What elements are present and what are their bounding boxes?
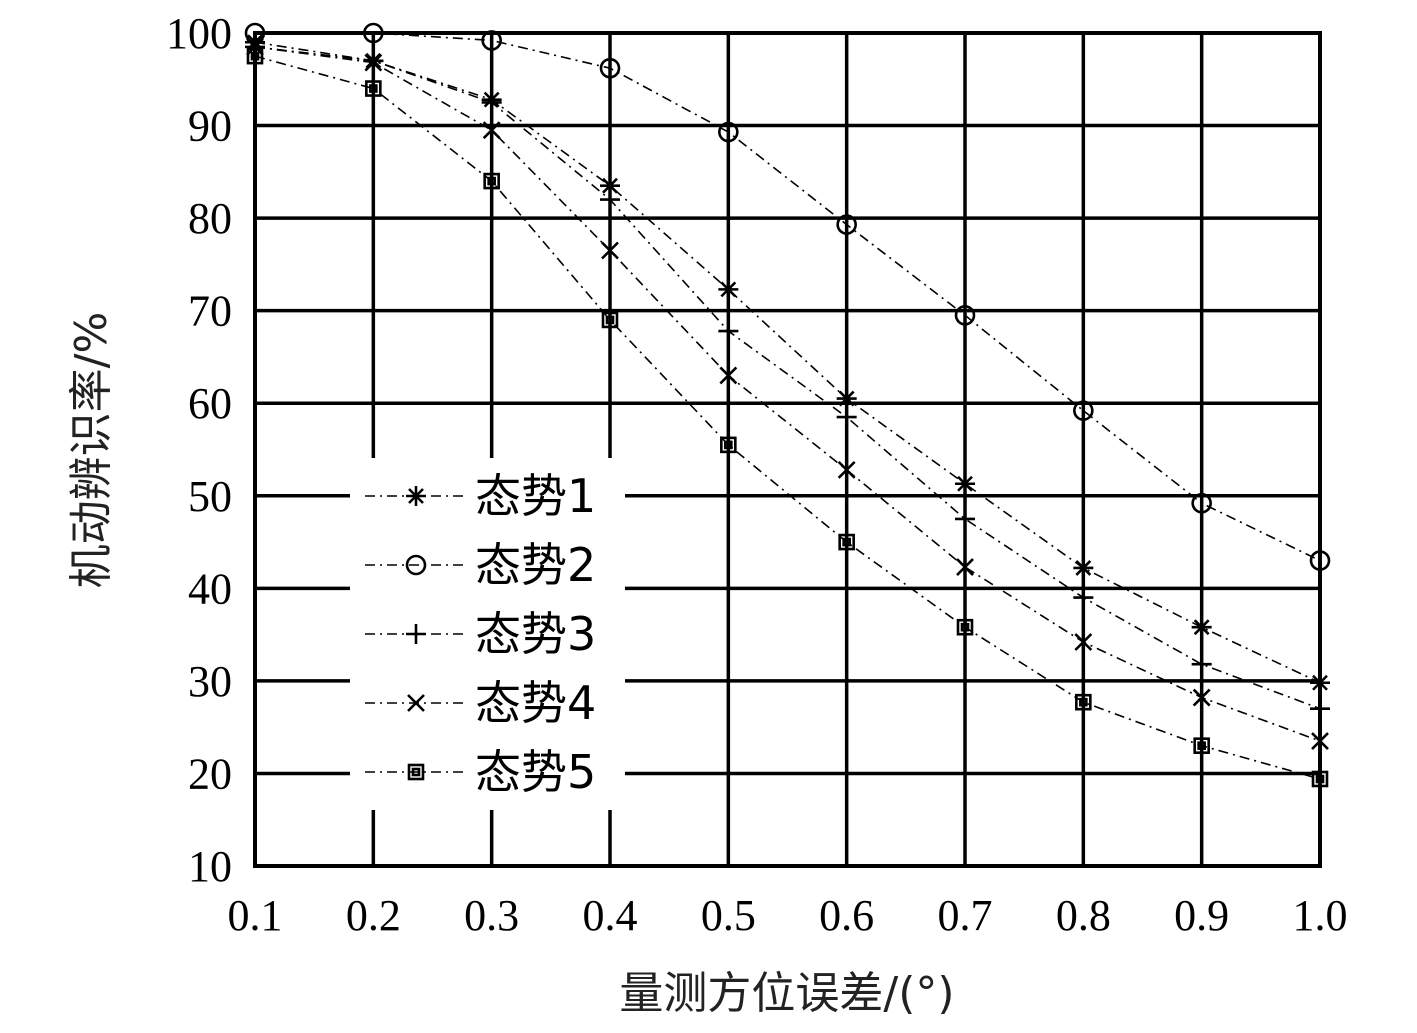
legend-marker — [407, 694, 425, 712]
series-lines — [254, 32, 1321, 780]
point-series5-0.7 — [956, 618, 974, 636]
legend: 态势1 态势2 态势3 态势4 态势5 — [365, 469, 596, 799]
point-series3-0.8 — [1073, 587, 1094, 608]
point-series1-1 — [1310, 672, 1330, 693]
x-tick-label-0.3: 0.3 — [464, 891, 519, 940]
point-series4-0.1 — [246, 37, 264, 56]
point-series2-0.6 — [836, 214, 857, 235]
point-series4-0.9 — [1192, 688, 1211, 707]
y-tick-label-20: 20 — [188, 749, 232, 798]
point-series1-0.5 — [718, 279, 739, 300]
point-series3-0.4 — [600, 189, 620, 210]
point-series2-1 — [1309, 550, 1331, 571]
legend-label: 态势1 — [475, 469, 596, 523]
point-series1-0.4 — [600, 175, 620, 196]
y-axis-title: 机动辨识率/% — [66, 312, 117, 589]
legend-entry-5: 态势5 — [365, 745, 596, 799]
y-tick-label-10: 10 — [188, 842, 232, 891]
series-line-4 — [254, 46, 1321, 742]
point-series3-1 — [1310, 698, 1330, 719]
y-tick-label-100: 100 — [166, 9, 232, 58]
x-tick-label-0.2: 0.2 — [346, 891, 401, 940]
y-tick-label-50: 50 — [188, 472, 232, 521]
legend-marker — [406, 624, 426, 644]
legend-entry-1: 态势1 — [365, 469, 596, 523]
point-series5-0.5 — [720, 436, 737, 454]
x-axis-title: 量测方位误差/(°) — [619, 968, 954, 1019]
point-series5-0.9 — [1193, 737, 1210, 754]
y-tick-label-30: 30 — [188, 657, 232, 706]
point-series2-0.5 — [718, 121, 739, 143]
point-series2-0.4 — [599, 57, 621, 79]
point-series2-0.8 — [1073, 400, 1094, 421]
y-tick-label-40: 40 — [188, 564, 232, 613]
point-series5-0.1 — [246, 47, 264, 65]
point-series2-0.9 — [1191, 492, 1212, 514]
point-series1-0.8 — [1073, 557, 1094, 578]
tick-labels: 0.1 0.2 0.3 0.4 0.5 0.6 0.7 0.8 0.9 1.0 10 20 30 40 50… — [166, 9, 1348, 940]
x-tick-label-0.8: 0.8 — [1056, 891, 1111, 940]
y-tick-label-70: 70 — [188, 287, 232, 336]
x-tick-label-0.9: 0.9 — [1174, 891, 1229, 940]
point-series4-0.4 — [601, 241, 619, 260]
point-series5-0.8 — [1075, 693, 1092, 711]
point-series5-0.3 — [483, 172, 500, 190]
series-line-1 — [254, 41, 1321, 684]
series-line-3 — [254, 46, 1321, 710]
y-tick-label-80: 80 — [188, 194, 232, 243]
point-series3-0.9 — [1191, 654, 1212, 675]
point-series3-0.2 — [363, 50, 384, 71]
point-series1-0.6 — [836, 388, 857, 409]
point-series5-1 — [1311, 770, 1329, 788]
x-tick-label-0.7: 0.7 — [938, 891, 993, 940]
legend-marker — [406, 486, 426, 506]
series-line-2 — [255, 32, 1321, 562]
legend-label: 态势4 — [475, 676, 596, 730]
x-tick-label-1.0: 1.0 — [1293, 891, 1348, 940]
point-series4-1 — [1311, 732, 1329, 750]
point-series5-0.4 — [601, 311, 619, 329]
x-tick-label-0.5: 0.5 — [701, 891, 756, 940]
point-series3-0.6 — [836, 407, 857, 428]
legend-entry-2: 态势2 — [365, 538, 596, 592]
point-series4-0.6 — [837, 460, 856, 479]
data-markers — [244, 22, 1331, 788]
x-tick-label-0.6: 0.6 — [819, 891, 874, 940]
point-series3-0.5 — [718, 321, 739, 342]
point-series4-0.7 — [956, 558, 974, 576]
point-series3-0.7 — [955, 508, 975, 529]
legend-entry-3: 态势3 — [365, 607, 596, 661]
series-line-5 — [254, 55, 1321, 780]
plot-frame — [253, 31, 1322, 868]
x-tick-label-0.1: 0.1 — [228, 891, 283, 940]
legend-marker — [407, 763, 425, 781]
point-series4-0.3 — [482, 121, 501, 140]
y-tick-label-90: 90 — [188, 102, 232, 151]
y-tick-label-60: 60 — [188, 379, 232, 428]
point-series5-0.2 — [365, 80, 382, 97]
point-series2-0.7 — [954, 304, 976, 326]
point-series1-0.9 — [1191, 617, 1212, 638]
point-series2-0.2 — [363, 22, 384, 44]
legend-label: 态势2 — [475, 538, 596, 592]
grid-lines — [253, 31, 1322, 868]
legend-marker — [405, 554, 427, 576]
point-series4-0.2 — [364, 53, 383, 72]
point-series4-0.5 — [719, 366, 738, 385]
legend-label: 态势5 — [475, 745, 596, 799]
point-series2-0.3 — [481, 30, 502, 51]
point-series1-0.7 — [955, 473, 975, 494]
point-series3-0.3 — [481, 92, 502, 113]
x-tick-label-0.4: 0.4 — [583, 891, 638, 940]
legend-entry-4: 态势4 — [365, 676, 596, 730]
point-series5-0.6 — [838, 533, 855, 551]
legend-label: 态势3 — [475, 607, 596, 661]
point-series4-0.8 — [1074, 633, 1093, 651]
